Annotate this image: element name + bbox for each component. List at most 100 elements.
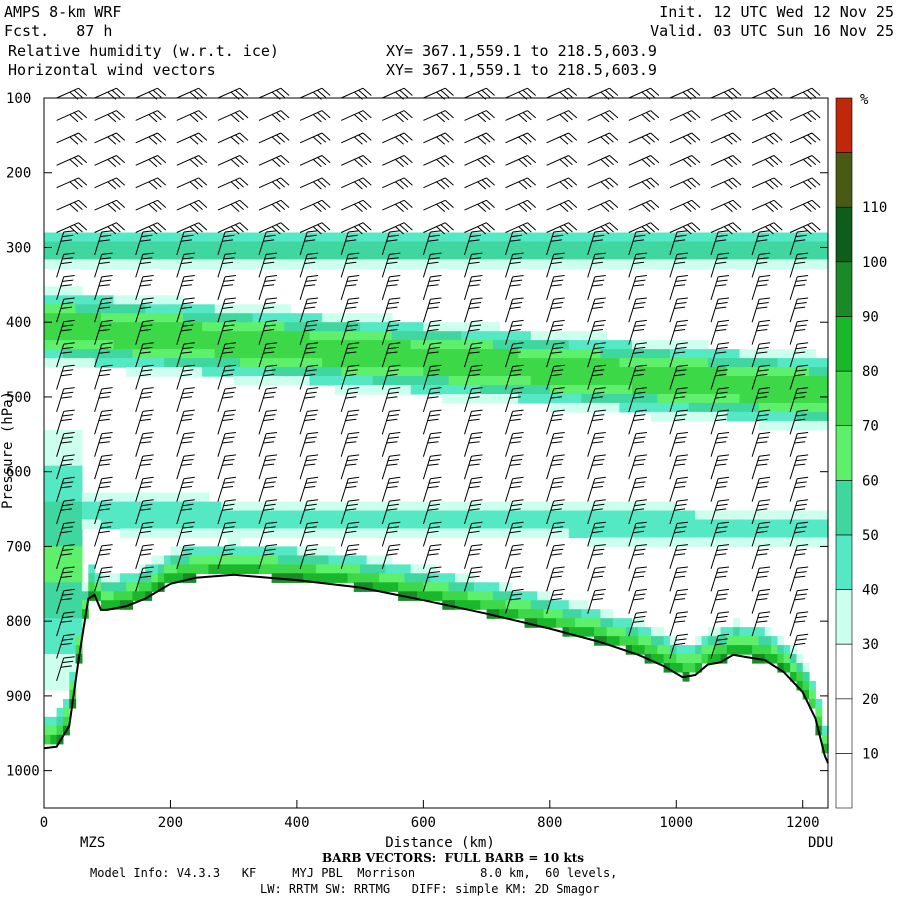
wind-barb [258, 110, 290, 123]
rh-cell [809, 232, 816, 243]
rh-cell [638, 528, 646, 539]
rh-cell [707, 402, 715, 413]
rh-cell [189, 331, 197, 341]
rh-cell [587, 501, 595, 512]
rh-cell [157, 573, 165, 583]
rh-cell [707, 510, 715, 521]
wind-barb [546, 297, 565, 323]
wind-barb [751, 155, 783, 168]
rh-cell [119, 304, 127, 314]
rh-cell [524, 232, 532, 243]
rh-cell [202, 232, 209, 243]
rh-cell [296, 313, 304, 323]
wind-barb [56, 275, 75, 300]
rh-cell [113, 573, 121, 583]
rh-cell [63, 510, 70, 521]
rh-cell [347, 358, 355, 368]
rh-cell [56, 241, 64, 252]
rh-cell [334, 385, 342, 395]
rh-cell [657, 627, 665, 637]
rh-cell [366, 582, 374, 592]
wind-barb [628, 275, 647, 300]
wind-barb [382, 132, 413, 145]
rh-cell [94, 232, 102, 243]
rh-cell [145, 349, 153, 359]
rh-cell [423, 349, 431, 359]
rh-cell [69, 555, 77, 565]
rh-cell [688, 349, 696, 359]
rh-cell [461, 331, 469, 341]
rh-cell [676, 510, 684, 521]
rh-cell [575, 367, 582, 377]
rh-cell [745, 394, 753, 404]
rh-cell [265, 250, 273, 261]
rh-cell [322, 528, 330, 539]
rh-cell [372, 340, 380, 350]
rh-cell [75, 259, 83, 269]
rh-cell [372, 528, 380, 539]
rh-cell [164, 501, 171, 512]
rh-cell [63, 483, 70, 494]
rh-cell [720, 241, 728, 252]
rh-cell [663, 510, 671, 521]
rh-cell [562, 519, 570, 530]
rh-cell [170, 573, 178, 583]
rh-cell [669, 501, 677, 512]
rh-cell [752, 241, 759, 252]
rh-cell [379, 322, 386, 332]
rh-cell [334, 501, 342, 512]
rh-cell [581, 519, 589, 530]
rh-cell [587, 232, 595, 243]
rh-cell [613, 627, 620, 637]
rh-cell [353, 358, 361, 368]
rh-cell [739, 528, 747, 539]
rh-cell [480, 250, 488, 261]
rh-cell [195, 250, 203, 261]
rh-cell [81, 304, 89, 314]
rh-cell [347, 232, 355, 243]
rh-cell [511, 510, 519, 521]
rh-cell [417, 528, 424, 539]
rh-cell [815, 519, 823, 530]
rh-cell [366, 367, 374, 377]
rh-cell [63, 447, 70, 458]
rh-cell [815, 402, 823, 413]
wind-barb [135, 275, 154, 300]
rh-cell [733, 385, 741, 395]
rh-cell [277, 358, 285, 368]
rh-cell [638, 537, 646, 548]
rh-cell [50, 510, 58, 521]
rh-cell [657, 537, 665, 548]
rh-cell [132, 349, 140, 359]
rh-cell [271, 250, 279, 261]
rh-cell [676, 528, 684, 539]
wind-barb [751, 177, 783, 190]
rh-cell [353, 232, 361, 243]
rh-cell [315, 358, 323, 368]
rh-cell [315, 241, 323, 252]
rh-cell [94, 241, 102, 252]
rh-cell [195, 367, 203, 377]
rh-cell [63, 241, 70, 252]
rh-cell [379, 340, 386, 350]
rh-cell [594, 510, 601, 521]
rh-cell [644, 385, 652, 395]
rh-cell [492, 609, 500, 619]
wind-barb [505, 409, 524, 435]
rh-cell [138, 492, 146, 503]
rh-cell [530, 340, 538, 350]
rh-cell [233, 259, 241, 269]
rh-cell [100, 573, 108, 583]
rh-cell [436, 385, 443, 395]
rh-cell [100, 232, 108, 243]
rh-cell [69, 349, 77, 359]
rh-cell [290, 322, 298, 332]
rh-cell [745, 376, 753, 386]
rh-cell [63, 438, 70, 449]
rh-cell [315, 232, 323, 243]
rh-cell [752, 510, 759, 521]
rh-cell [410, 528, 418, 539]
rh-cell [714, 654, 722, 664]
rh-cell [594, 358, 601, 368]
rh-cell [366, 510, 374, 521]
